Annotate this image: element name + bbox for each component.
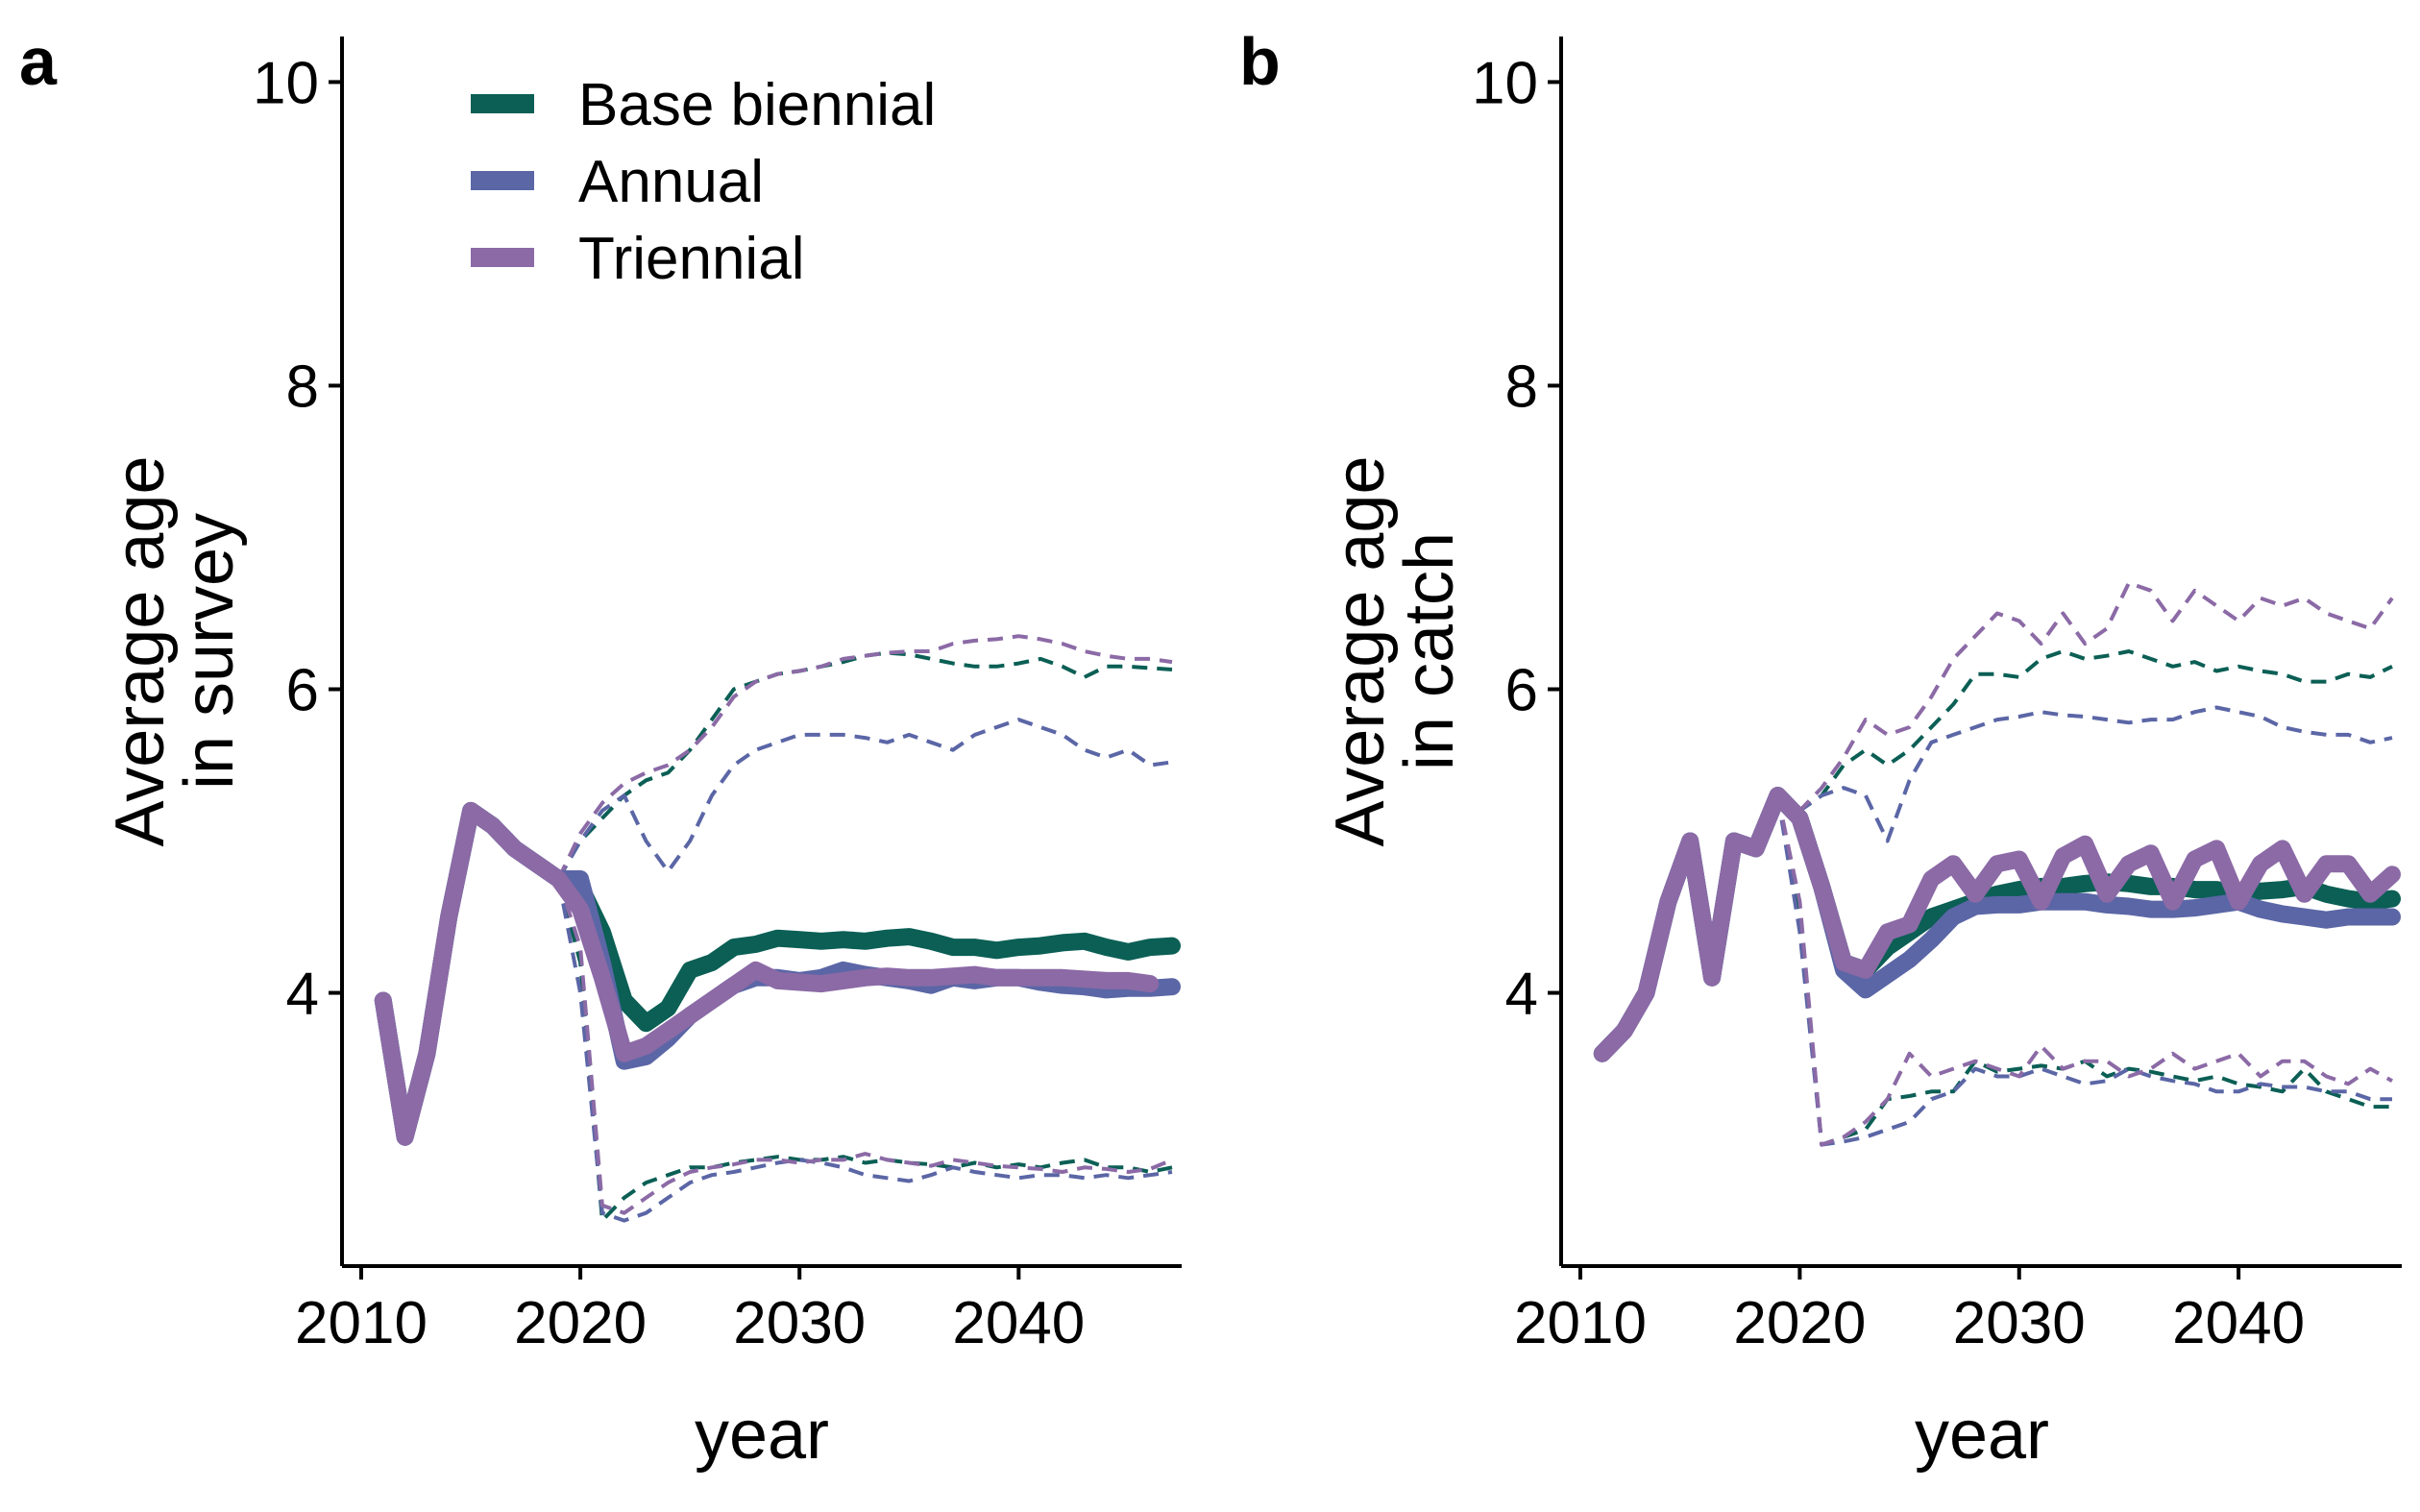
interval-line-bound-3 bbox=[556, 650, 1173, 880]
x-tick-label: 2020 bbox=[514, 1290, 647, 1356]
series-line-triennial bbox=[1593, 787, 2401, 1062]
panel-a: 4 6 8 10 2010 2020 2030 2040 year Average agein s… bbox=[19, 24, 1182, 1474]
interval-line-bound-6 bbox=[556, 878, 1173, 1223]
y-tick-label: 8 bbox=[286, 354, 319, 420]
x-axis-title: year bbox=[695, 1397, 829, 1474]
y-tick-label: 10 bbox=[1472, 50, 1538, 116]
interval-line-bound-7 bbox=[1775, 794, 2392, 1147]
y-tick-label: 6 bbox=[286, 658, 319, 724]
x-tick-label: 2010 bbox=[295, 1290, 428, 1356]
series-line-triennial bbox=[374, 801, 1160, 1146]
interval-line-bound-8 bbox=[556, 878, 1173, 1215]
interval-line-bound-7 bbox=[556, 878, 1173, 1223]
y-axis-title: Average agein catch bbox=[1322, 455, 1468, 846]
x-tick-label: 2010 bbox=[1514, 1290, 1647, 1356]
x-tick-label: 2020 bbox=[1733, 1290, 1866, 1356]
interval-line-bound-3 bbox=[1776, 649, 2393, 813]
interval-line-bound-4 bbox=[1776, 705, 2393, 843]
y-tick-label: 6 bbox=[1505, 658, 1538, 724]
x-tick-label: 2030 bbox=[1953, 1290, 2086, 1356]
y-tick-label: 8 bbox=[1505, 354, 1538, 420]
legend-label: Base biennial bbox=[578, 72, 936, 138]
legend: Base biennial Annual Triennial bbox=[471, 72, 936, 292]
legend-label: Triennial bbox=[578, 226, 804, 292]
interval-line-bound-5 bbox=[1776, 580, 2394, 813]
y-tick-label: 10 bbox=[253, 50, 319, 116]
interval-line-bound-4 bbox=[556, 718, 1173, 880]
interval-line-bound-5 bbox=[556, 634, 1173, 880]
y-tick-label: 4 bbox=[286, 962, 319, 1028]
panel-label: a bbox=[19, 24, 58, 99]
y-tick-label: 4 bbox=[1505, 962, 1538, 1028]
x-tick-label: 2040 bbox=[2172, 1290, 2305, 1356]
panel-label: b bbox=[1239, 24, 1281, 99]
legend-label: Annual bbox=[578, 149, 764, 215]
interval-line-bound-8 bbox=[1775, 794, 2393, 1147]
x-tick-label: 2040 bbox=[952, 1290, 1085, 1356]
panel-b: 4 6 8 10 2010 2020 2030 2040 year Average agein c… bbox=[1239, 24, 2402, 1474]
x-tick-label: 2030 bbox=[733, 1290, 866, 1356]
x-axis-title: year bbox=[1915, 1397, 2049, 1474]
y-axis-title: Average agein survey bbox=[102, 455, 248, 846]
